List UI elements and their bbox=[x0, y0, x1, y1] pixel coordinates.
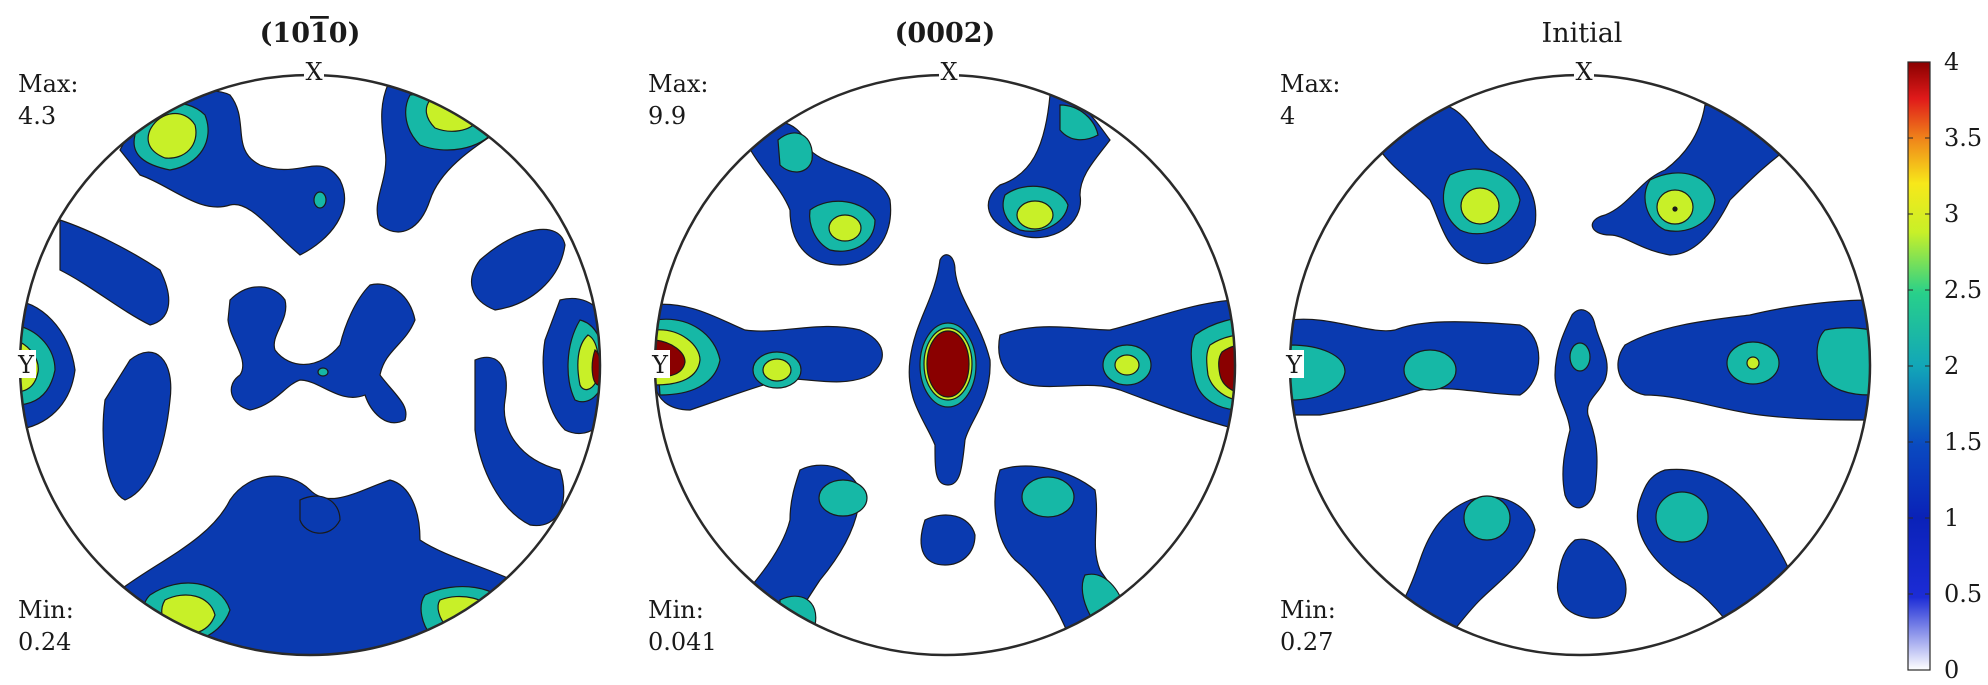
contour-blue bbox=[119, 90, 346, 256]
colorbar-tick-label: 0 bbox=[1944, 656, 1959, 684]
contour-teal bbox=[1655, 491, 1709, 543]
contour-teal bbox=[420, 585, 511, 645]
contour-teal bbox=[317, 367, 329, 377]
contour-blue bbox=[471, 228, 566, 311]
panel-initial: Initial X Y Max: 4 Min: 0.27 bbox=[1280, 18, 1872, 657]
max-label: Max: bbox=[648, 70, 709, 98]
axis-label-x: X bbox=[940, 58, 957, 86]
contour-green bbox=[1114, 354, 1140, 376]
colorbar-tick-label: 2.5 bbox=[1944, 276, 1982, 304]
colorbar: 0 0.5 1 1.5 2 2.5 3 3.5 4 bbox=[1907, 48, 1982, 684]
contour-teal bbox=[779, 595, 817, 638]
contour-blue bbox=[376, 77, 501, 233]
max-value: 9.9 bbox=[648, 102, 686, 130]
contour-green bbox=[1016, 200, 1054, 230]
contour-red bbox=[926, 330, 970, 398]
panel-1010: (1010) X Y Max: 4.3 Min: 0.24 bbox=[14, 18, 602, 657]
contour-green bbox=[437, 595, 496, 633]
contour-peak bbox=[1672, 206, 1678, 212]
max-value: 4 bbox=[1280, 102, 1295, 130]
contour-blue bbox=[299, 495, 341, 534]
max-label: Max: bbox=[18, 70, 79, 98]
contour-green bbox=[425, 99, 479, 132]
min-value: 0.27 bbox=[1280, 628, 1333, 656]
min-value: 0.041 bbox=[648, 628, 717, 656]
contour-green bbox=[147, 112, 197, 159]
contour-blue bbox=[227, 283, 416, 424]
contour-teal bbox=[1816, 327, 1870, 396]
max-value: 4.3 bbox=[18, 102, 56, 130]
contour-green bbox=[1460, 187, 1500, 225]
axis-label-x: X bbox=[1575, 58, 1592, 86]
min-label: Min: bbox=[1280, 596, 1336, 624]
contour-blue bbox=[1554, 309, 1608, 509]
axis-label-y: Y bbox=[17, 351, 35, 379]
colorbar-ticks: 0 0.5 1 1.5 2 2.5 3 3.5 4 bbox=[1908, 48, 1982, 684]
contour-blue bbox=[474, 356, 565, 527]
contour-teal bbox=[1569, 342, 1591, 372]
contour-blue bbox=[102, 351, 172, 501]
contour-blue bbox=[1378, 496, 1536, 641]
contour-green bbox=[828, 214, 862, 242]
axis-label-x: X bbox=[305, 58, 322, 86]
contour-blue bbox=[1636, 468, 1811, 641]
colorbar-tick-label: 3.5 bbox=[1944, 124, 1982, 152]
panel-title: (1010) bbox=[260, 18, 361, 49]
contour-teal bbox=[1403, 349, 1457, 391]
panel-0002: (0002) X Y Max: 9.9 Min: 0.041 bbox=[648, 18, 1237, 657]
contour-green bbox=[762, 358, 792, 382]
contour-teal bbox=[777, 132, 813, 173]
axis-label-y: Y bbox=[651, 351, 669, 379]
colorbar-tick-label: 0.5 bbox=[1944, 580, 1982, 608]
contour-teal bbox=[818, 479, 868, 517]
min-label: Min: bbox=[648, 596, 704, 624]
colorbar-tick-label: 4 bbox=[1944, 48, 1959, 76]
contour-teal bbox=[1463, 495, 1511, 541]
max-label: Max: bbox=[1280, 70, 1341, 98]
contour-blue bbox=[1556, 538, 1627, 619]
contour-teal bbox=[1021, 476, 1075, 518]
contour-green bbox=[1746, 356, 1760, 370]
panel-title: Initial bbox=[1542, 18, 1623, 49]
min-value: 0.24 bbox=[18, 628, 71, 656]
colorbar-tick-label: 2 bbox=[1944, 352, 1959, 380]
min-label: Min: bbox=[18, 596, 74, 624]
colorbar-tick-label: 1.5 bbox=[1944, 428, 1982, 456]
contour-blue bbox=[59, 219, 170, 326]
contour-teal bbox=[313, 191, 327, 209]
colorbar-tick-label: 1 bbox=[1944, 504, 1959, 532]
contour-blue bbox=[920, 514, 976, 566]
axis-label-y: Y bbox=[1285, 351, 1303, 379]
contour-teal bbox=[1059, 104, 1099, 141]
panel-title: (0002) bbox=[895, 18, 996, 49]
colorbar-tick-label: 3 bbox=[1944, 200, 1959, 228]
contour-blue bbox=[744, 121, 892, 266]
